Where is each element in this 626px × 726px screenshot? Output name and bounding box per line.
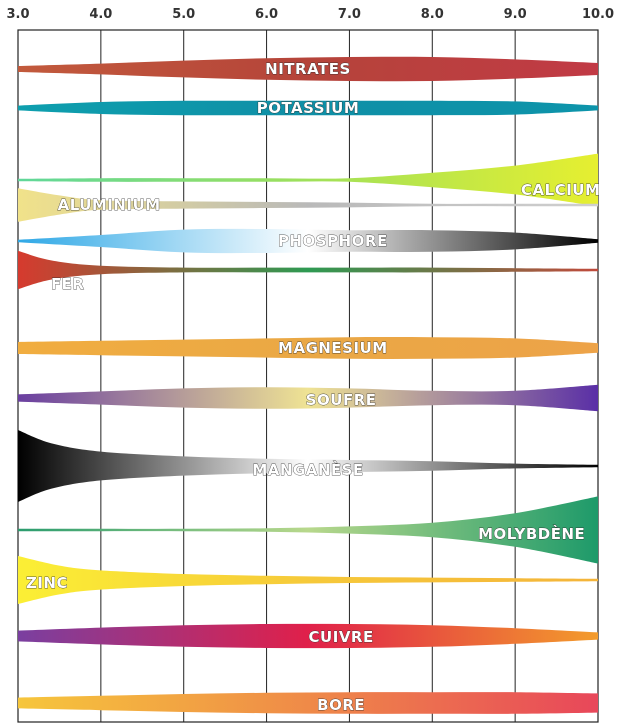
band-aluminium bbox=[18, 188, 598, 222]
band-potassium bbox=[18, 100, 598, 116]
band-label: SOUFRE bbox=[306, 391, 377, 409]
band-label: CUIVRE bbox=[309, 628, 374, 646]
x-tick-label: 9.0 bbox=[504, 7, 527, 22]
x-tick-label: 4.0 bbox=[89, 7, 112, 22]
band-label: PHOSPHORE bbox=[278, 232, 388, 250]
band-phosphore bbox=[18, 228, 598, 254]
x-tick-label: 7.0 bbox=[338, 7, 361, 22]
x-tick-label: 6.0 bbox=[255, 7, 278, 22]
band-label: MOLYBDÈNE bbox=[478, 524, 585, 543]
x-axis-ticks: 3.0 4.0 5.0 6.0 7.0 8.0 9.0 10.0 bbox=[6, 7, 614, 22]
band-label: NITRATES bbox=[265, 60, 351, 78]
band-nitrates bbox=[18, 56, 598, 82]
band-calcium bbox=[18, 153, 598, 207]
band-label: CALCIUM bbox=[521, 181, 600, 199]
band-label: BORE bbox=[317, 696, 365, 714]
band-zinc bbox=[18, 556, 598, 604]
band-cuivre bbox=[18, 623, 598, 649]
band-fer bbox=[18, 250, 598, 290]
band-soufre bbox=[18, 384, 598, 412]
grid bbox=[17, 29, 599, 723]
x-tick-label: 3.0 bbox=[6, 7, 29, 22]
band-label: POTASSIUM bbox=[257, 99, 360, 117]
band-label: MAGNESIUM bbox=[278, 339, 388, 357]
plot-frame bbox=[17, 29, 599, 723]
x-tick-label: 5.0 bbox=[172, 7, 195, 22]
band-labels: NITRATES POTASSIUM CALCIUM ALUMINIUM PHOSPHO… bbox=[26, 60, 601, 715]
band-label: ALUMINIUM bbox=[58, 196, 161, 214]
x-tick-label: 8.0 bbox=[421, 7, 444, 22]
band-label: ZINC bbox=[26, 574, 68, 592]
band-magnesium bbox=[18, 337, 598, 359]
band-label: FER bbox=[51, 275, 85, 293]
x-tick-label: 10.0 bbox=[582, 7, 614, 22]
band-label: MANGANÈSE bbox=[252, 460, 363, 479]
band-bore bbox=[18, 692, 598, 714]
band-molybdène bbox=[18, 496, 598, 564]
bands bbox=[18, 56, 598, 714]
band-manganèse bbox=[18, 430, 598, 502]
